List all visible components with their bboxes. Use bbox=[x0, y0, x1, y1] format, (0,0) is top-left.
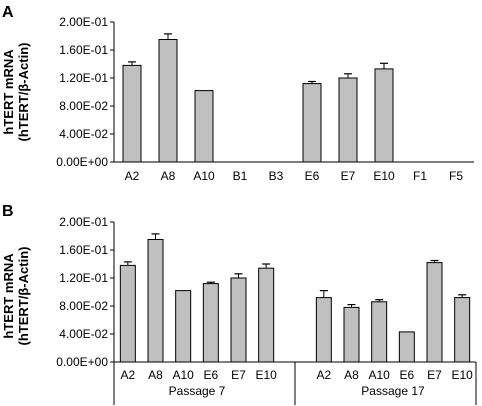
chart-panel-b: B hTERT mRNA (hTERT/β-Actin) 0.00E+00 4.0… bbox=[1, 203, 477, 405]
bar bbox=[454, 297, 471, 363]
x-tick-label: E7 bbox=[231, 368, 246, 382]
x-tick-label: A2 bbox=[316, 368, 331, 382]
bar bbox=[315, 297, 332, 363]
bar bbox=[194, 90, 214, 163]
x-tick-label: E6 bbox=[203, 368, 218, 382]
y-tick-label: 2.00E-01 bbox=[59, 215, 108, 229]
x-tick-label: E7 bbox=[341, 169, 356, 183]
y-axis-label-a-line2: (hTERT/β-Actin) bbox=[16, 43, 31, 142]
y-tick-label: 8.00E-02 bbox=[59, 299, 108, 313]
bar bbox=[147, 239, 164, 363]
y-tick-label: 1.20E-01 bbox=[59, 71, 108, 85]
x-tick-label: E6 bbox=[399, 368, 414, 382]
x-tick-label: A8 bbox=[344, 368, 359, 382]
bar bbox=[338, 77, 358, 163]
y-tick-label: 1.60E-01 bbox=[59, 243, 108, 257]
y-tick-label: 0.00E+00 bbox=[56, 155, 108, 169]
y-axis-label-b-line1: hTERT mRNA bbox=[1, 253, 16, 339]
x-tick-label: E6 bbox=[305, 169, 320, 183]
x-tick-label: A2 bbox=[125, 169, 140, 183]
x-tick-label: A8 bbox=[161, 169, 176, 183]
bar bbox=[398, 331, 415, 363]
x-tick-label: F1 bbox=[413, 169, 427, 183]
y-axis-label-b: hTERT mRNA (hTERT/β-Actin) bbox=[1, 247, 31, 346]
y-axis-label-a-line1: hTERT mRNA bbox=[1, 49, 16, 135]
x-tick-label: A10 bbox=[193, 169, 215, 183]
bar bbox=[374, 68, 394, 163]
bar bbox=[158, 39, 178, 163]
bar bbox=[426, 262, 443, 363]
x-tick-label: B1 bbox=[233, 169, 248, 183]
panel-label-b: B bbox=[2, 203, 14, 220]
y-tick-label: 4.00E-02 bbox=[59, 327, 108, 341]
bar bbox=[343, 306, 360, 363]
bar bbox=[122, 64, 142, 163]
x-tick-label: B3 bbox=[269, 169, 284, 183]
x-tick-label: E7 bbox=[427, 368, 442, 382]
panel-label-a: A bbox=[2, 4, 14, 21]
y-tick-label: 0.00E+00 bbox=[56, 355, 108, 369]
bar bbox=[302, 83, 322, 163]
y-tick-label: 1.60E-01 bbox=[59, 43, 108, 57]
y-tick-label: 8.00E-02 bbox=[59, 99, 108, 113]
y-tick-label: 2.00E-01 bbox=[59, 15, 108, 29]
group-label: Passage 7 bbox=[169, 384, 226, 398]
x-tick-label: E10 bbox=[373, 169, 395, 183]
x-tick-label: E10 bbox=[451, 368, 473, 382]
bar bbox=[258, 267, 275, 363]
x-tick-label: F5 bbox=[449, 169, 463, 183]
y-tick-label: 4.00E-02 bbox=[59, 127, 108, 141]
bar bbox=[119, 264, 136, 363]
bar bbox=[230, 277, 247, 363]
bar bbox=[202, 283, 219, 363]
y-axis-label-b-line2: (hTERT/β-Actin) bbox=[16, 247, 31, 346]
bar bbox=[175, 290, 192, 363]
x-tick-label: A2 bbox=[120, 368, 135, 382]
x-tick-label: E10 bbox=[255, 368, 277, 382]
x-tick-label: A10 bbox=[368, 368, 390, 382]
bar bbox=[371, 301, 388, 363]
y-tick-label: 1.20E-01 bbox=[59, 271, 108, 285]
y-axis-label-a: hTERT mRNA (hTERT/β-Actin) bbox=[1, 43, 31, 142]
x-tick-label: A8 bbox=[148, 368, 163, 382]
group-label: Passage 17 bbox=[361, 384, 425, 398]
x-tick-label: A10 bbox=[172, 368, 194, 382]
chart-panel-a: A hTERT mRNA (hTERT/β-Actin) 0.00E+00 4.0… bbox=[1, 4, 474, 183]
